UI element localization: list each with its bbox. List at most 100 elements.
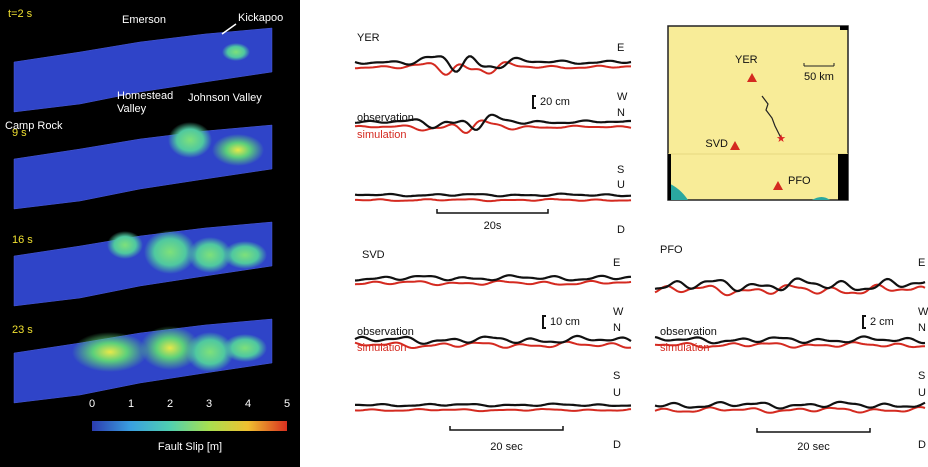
place-label: Johnson Valley xyxy=(188,92,262,104)
epicenter: ★ xyxy=(776,133,786,145)
colorbar-tick-label: 2 xyxy=(167,398,173,410)
slip-patch xyxy=(144,230,196,274)
place-label: Valley xyxy=(117,103,147,115)
time-label: t=2 s xyxy=(8,8,33,20)
sea xyxy=(668,183,688,200)
amplitude-bar xyxy=(862,315,866,329)
component-label: U xyxy=(918,387,926,399)
component-label: W xyxy=(613,306,624,318)
slip-patch xyxy=(72,332,148,372)
map-station-label: SVD xyxy=(705,138,728,150)
observation-trace xyxy=(355,402,632,408)
colorbar-label: Fault Slip [m] xyxy=(158,441,222,453)
time-scale: 20 sec xyxy=(490,441,523,453)
map-station-label: YER xyxy=(735,54,758,66)
map: ★ YER SVD PFO 50 km xyxy=(667,25,849,201)
component-label: D xyxy=(617,224,625,236)
simulation-trace xyxy=(654,283,926,297)
observation-trace xyxy=(354,113,631,131)
component-label: U xyxy=(617,179,625,191)
place-label: Kickapoo xyxy=(238,12,283,24)
observation-trace xyxy=(654,277,926,293)
simulation-trace xyxy=(354,61,631,76)
slip-patch xyxy=(186,332,234,372)
component-label: D xyxy=(613,439,621,451)
simulation-trace xyxy=(654,405,926,414)
colorbar-tick-label: 3 xyxy=(206,398,212,410)
station-marker xyxy=(747,73,757,82)
component-label: W xyxy=(918,306,928,318)
time-bar xyxy=(436,209,549,214)
time-scale: 20s xyxy=(484,220,502,232)
fault-panel: t=2 s 9 s 16 s 23 s Emerson Kickapoo Homestead… xyxy=(5,8,290,453)
component-label: D xyxy=(918,439,926,451)
slip-patch xyxy=(168,122,212,158)
simulation-trace xyxy=(654,341,925,349)
component-label: E xyxy=(617,42,624,54)
legend-simulation: simulation xyxy=(660,342,710,354)
time-label: 16 s xyxy=(12,234,33,246)
station-marker xyxy=(773,181,783,190)
time-bar xyxy=(756,428,871,433)
legend-observation: observation xyxy=(660,326,717,338)
sea xyxy=(812,197,830,200)
station-label: SVD xyxy=(362,249,385,261)
legend-simulation: simulation xyxy=(357,342,407,354)
time-label: 23 s xyxy=(12,324,33,336)
corner xyxy=(840,26,848,30)
map-station-label: PFO xyxy=(788,175,811,187)
slip-patch xyxy=(223,334,267,362)
component-label: S xyxy=(617,164,624,176)
colorbar-tick-label: 0 xyxy=(89,398,95,410)
observation-trace xyxy=(354,55,632,73)
amplitude-scale: 2 cm xyxy=(870,316,894,328)
legend-simulation: simulation xyxy=(357,129,407,141)
amplitude-bar xyxy=(532,95,536,109)
observation-trace xyxy=(354,274,632,282)
colorbar-tick-label: 1 xyxy=(128,398,134,410)
corner xyxy=(838,154,848,200)
amplitude-scale: 10 cm xyxy=(550,316,580,328)
place-label: Homestead xyxy=(117,90,173,102)
observation-trace xyxy=(654,400,926,410)
slip-patch xyxy=(107,231,143,259)
time-scale: 20 sec xyxy=(797,441,830,453)
slip-patch xyxy=(188,237,232,273)
legend-observation: observation xyxy=(357,326,414,338)
time-bar xyxy=(449,426,564,431)
slip-patch xyxy=(140,326,200,370)
slip-patch xyxy=(222,43,250,61)
simulation-trace xyxy=(354,340,632,350)
amplitude-bar xyxy=(542,315,546,329)
amplitude-scale: 20 cm xyxy=(540,96,570,108)
colorbar-tick-label: 5 xyxy=(284,398,290,410)
component-label: N xyxy=(613,322,621,334)
arrow xyxy=(221,23,237,35)
component-label: N xyxy=(918,322,926,334)
component-label: E xyxy=(613,257,620,269)
fault-strip xyxy=(13,27,273,113)
component-label: S xyxy=(918,370,925,382)
slip-patch xyxy=(223,241,267,269)
station-marker xyxy=(730,141,740,150)
fault-trace xyxy=(761,95,782,139)
observation-trace xyxy=(654,335,926,345)
simulation-trace xyxy=(355,197,632,203)
station-label: PFO xyxy=(660,244,683,256)
component-label: W xyxy=(617,91,628,103)
component-label: E xyxy=(918,257,925,269)
map-bg xyxy=(667,25,849,201)
slip-patch xyxy=(212,134,264,166)
place-label: Camp Rock xyxy=(5,120,63,132)
map-scale: 50 km xyxy=(804,71,834,83)
component-label: S xyxy=(613,370,620,382)
component-label: U xyxy=(613,387,621,399)
component-label: N xyxy=(617,107,625,119)
station-label: YER xyxy=(357,32,380,44)
colorbar-tick-label: 4 xyxy=(245,398,251,410)
observation-trace xyxy=(354,192,632,198)
observation-trace xyxy=(354,334,632,345)
colorbar xyxy=(92,421,287,431)
legend-observation: observation xyxy=(357,112,414,124)
